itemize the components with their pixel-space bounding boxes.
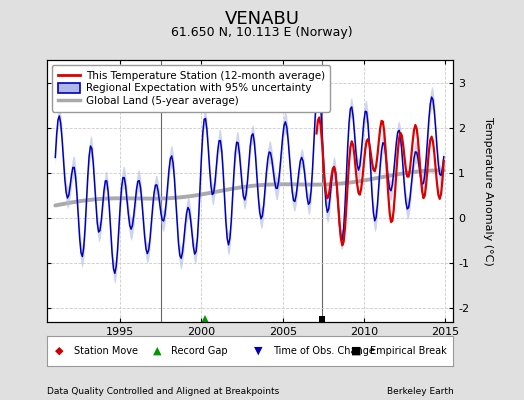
Legend: This Temperature Station (12-month average), Regional Expectation with 95% uncer: This Temperature Station (12-month avera… [52, 65, 330, 112]
Text: Time of Obs. Change: Time of Obs. Change [272, 346, 375, 356]
Text: Record Gap: Record Gap [171, 346, 227, 356]
Text: Station Move: Station Move [73, 346, 138, 356]
Text: ▼: ▼ [254, 346, 263, 356]
Y-axis label: Temperature Anomaly (°C): Temperature Anomaly (°C) [483, 117, 493, 265]
Text: ▲: ▲ [152, 346, 161, 356]
Text: Berkeley Earth: Berkeley Earth [387, 387, 453, 396]
Text: ◆: ◆ [55, 346, 63, 356]
Text: ■: ■ [351, 346, 361, 356]
Text: Empirical Break: Empirical Break [370, 346, 447, 356]
Text: 61.650 N, 10.113 E (Norway): 61.650 N, 10.113 E (Norway) [171, 26, 353, 39]
Text: Data Quality Controlled and Aligned at Breakpoints: Data Quality Controlled and Aligned at B… [47, 387, 279, 396]
Text: VENABU: VENABU [224, 10, 300, 28]
